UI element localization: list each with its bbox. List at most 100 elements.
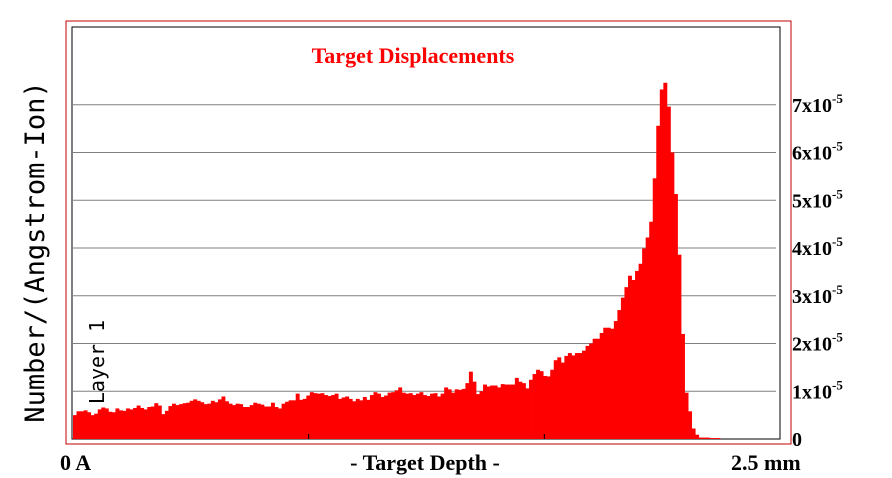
chart-frame <box>65 20 792 445</box>
bar <box>83 410 88 439</box>
bar <box>366 399 371 439</box>
bar <box>405 393 410 439</box>
bar <box>242 407 247 439</box>
bar <box>518 381 523 439</box>
bar <box>426 396 431 439</box>
bar <box>101 407 106 439</box>
bar <box>447 389 452 439</box>
bar <box>373 392 378 439</box>
bar <box>688 411 693 439</box>
bar <box>663 82 668 439</box>
bar <box>468 371 473 439</box>
bar <box>200 402 205 439</box>
bar <box>129 409 134 439</box>
bar <box>221 396 226 439</box>
bar <box>87 412 92 439</box>
bar <box>171 403 176 439</box>
bar <box>412 395 417 439</box>
bar <box>122 410 127 439</box>
bar <box>603 327 608 439</box>
bar <box>702 437 707 439</box>
bar <box>461 388 466 439</box>
bar <box>274 407 279 439</box>
bar <box>691 428 696 439</box>
bar <box>228 403 233 439</box>
bar <box>316 393 321 439</box>
bar <box>709 438 714 439</box>
bar <box>497 387 502 439</box>
bar <box>341 397 346 439</box>
bar <box>589 343 594 439</box>
bar <box>94 413 99 439</box>
bar <box>115 408 120 439</box>
bar <box>133 407 138 439</box>
bar <box>521 383 526 439</box>
bar <box>345 396 350 439</box>
bar <box>73 415 77 440</box>
bar <box>355 398 360 439</box>
bar <box>440 393 445 439</box>
bar <box>567 353 572 439</box>
bar <box>483 384 487 439</box>
bar <box>295 393 300 439</box>
bar <box>140 407 145 439</box>
bar <box>649 221 654 439</box>
bar-series <box>73 82 721 440</box>
bar <box>186 402 191 439</box>
bar <box>338 398 343 439</box>
bar <box>352 401 357 439</box>
bar <box>606 327 611 439</box>
bar <box>196 400 201 439</box>
bar <box>214 402 219 439</box>
bar <box>76 411 81 439</box>
bar <box>362 396 367 439</box>
bar <box>596 338 601 439</box>
y-tick-label: 6x10-5 <box>792 139 843 165</box>
bar <box>267 406 272 439</box>
bar <box>164 410 169 439</box>
bar <box>104 408 109 439</box>
bar <box>635 270 639 439</box>
bar <box>493 385 498 439</box>
bar <box>620 297 625 439</box>
bar <box>504 384 509 439</box>
bar <box>479 391 484 439</box>
bar <box>193 399 198 439</box>
bar <box>154 403 159 439</box>
bar <box>232 405 237 439</box>
bar <box>638 263 643 439</box>
y-tick-label: 4x10-5 <box>792 234 843 260</box>
bar <box>673 194 678 439</box>
y-tick-label: 0 <box>792 429 802 451</box>
bar <box>281 403 286 439</box>
bar <box>217 399 222 439</box>
bar <box>306 395 311 439</box>
bar <box>260 404 265 439</box>
x-axis-start-label: 0 A <box>60 450 91 475</box>
bar <box>331 395 335 439</box>
bar <box>320 393 325 439</box>
bar <box>652 178 657 440</box>
bar <box>529 379 533 439</box>
bar <box>179 404 183 439</box>
bar <box>292 400 297 439</box>
y-tick-label: 3x10-5 <box>792 282 843 308</box>
bar <box>80 411 85 439</box>
bar <box>422 395 427 439</box>
chart-title: Target Displacements <box>312 43 515 68</box>
bar <box>472 381 477 439</box>
layer-label: Layer 1 <box>85 320 109 404</box>
bar <box>394 390 399 439</box>
bar <box>210 400 215 439</box>
bar <box>299 399 304 439</box>
bar <box>270 402 275 439</box>
bar <box>624 287 629 439</box>
bar <box>108 411 113 439</box>
bar <box>592 338 597 439</box>
bar <box>419 392 424 439</box>
bar <box>695 434 700 439</box>
bar <box>486 386 491 439</box>
bar <box>659 89 664 439</box>
bar <box>377 393 381 439</box>
bar <box>454 389 459 439</box>
